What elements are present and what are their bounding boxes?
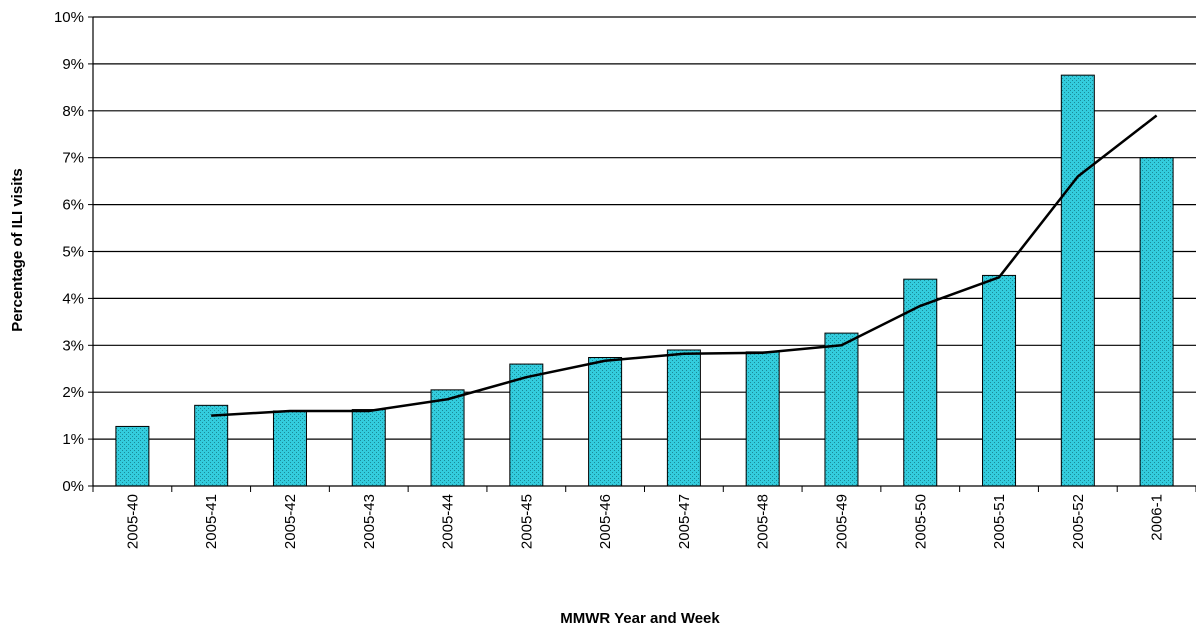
gridlines [93,16,1196,440]
bar-2005-50 [903,278,938,487]
x-axis-ticks: 2005-40 2005-41 2005-42 2005-43 2005-44 2005-… [92,486,1196,549]
x-tick-label: 2005-47 [676,494,693,549]
y-tick-label: 9% [62,56,84,73]
x-tick-label: 2005-40 [124,494,141,549]
x-tick-label: 2005-43 [361,494,378,549]
trend-line [211,114,1158,417]
y-axis-ticks: 0% 1% 2% 3% 4% 5% 6% 7% 8% 9% 10% [54,9,93,495]
bar-2005-42 [272,410,307,487]
y-tick-label: 5% [62,244,84,261]
x-tick-label: 2005-50 [912,494,929,549]
y-tick-label: 2% [62,384,84,401]
bar-2005-45 [509,363,544,487]
bar-2005-49 [824,332,859,487]
bar-2005-44 [430,389,465,487]
x-tick-label: 2005-42 [282,494,299,549]
x-tick-label: 2006-1 [1149,494,1166,541]
bar-2005-51 [982,274,1017,487]
bar-2005-47 [666,349,701,487]
x-tick-label: 2005-44 [440,494,457,549]
bar-2005-40 [115,425,150,487]
x-tick-label: 2005-49 [833,494,850,549]
y-tick-label: 10% [54,9,84,26]
x-tick-label: 2005-48 [755,494,772,549]
bar-2005-48 [745,351,780,487]
y-tick-label: 0% [62,478,84,495]
x-tick-label: 2005-41 [203,494,220,549]
y-tick-label: 1% [62,431,84,448]
x-tick-label: 2005-52 [1070,494,1087,549]
y-tick-label: 3% [62,337,84,354]
bar-2005-52 [1060,74,1095,487]
bars [115,74,1174,487]
bar-2005-41 [194,404,229,487]
y-tick-label: 4% [62,290,84,307]
x-tick-label: 2005-45 [518,494,535,549]
y-tick-label: 7% [62,150,84,167]
y-tick-label: 6% [62,197,84,214]
y-axis-title: Percentage of ILI visits [9,168,26,331]
bar-2005-46 [588,356,623,487]
x-axis-title: MMWR Year and Week [560,610,720,626]
trend-line-path [211,114,1158,417]
x-tick-label: 2005-51 [991,494,1008,549]
bar-2006-1 [1139,157,1174,487]
x-tick-label: 2005-46 [597,494,614,549]
y-tick-label: 8% [62,103,84,120]
bar-2005-43 [351,409,386,487]
